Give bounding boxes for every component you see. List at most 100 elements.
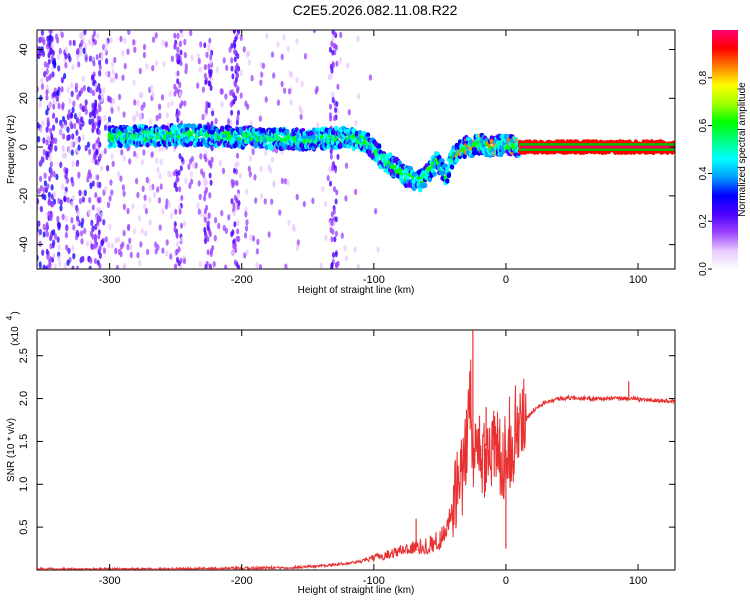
noise-band-cell — [98, 64, 102, 71]
noise-cell — [187, 163, 191, 170]
noise-band-cell — [336, 83, 340, 90]
noise-cell — [61, 145, 65, 153]
noise-band-cell — [232, 30, 236, 34]
x-tick-label: -100 — [363, 274, 385, 286]
noise-band-cell — [231, 250, 235, 257]
noise-cell — [311, 197, 315, 204]
noise-cell — [64, 215, 68, 223]
noise-cell — [91, 89, 95, 97]
noise-band-cell — [231, 182, 235, 189]
noise-band-cell — [91, 226, 95, 233]
noise-cell — [123, 62, 127, 70]
noise-cell — [326, 174, 330, 182]
noise-cell — [43, 61, 48, 68]
noise-cell — [51, 71, 55, 78]
noise-cell — [40, 77, 44, 85]
noise-band-cell — [204, 179, 208, 186]
noise-band-cell — [175, 232, 179, 239]
noise-cell — [65, 225, 69, 232]
noise-cell — [302, 200, 306, 208]
noise-band-cell — [173, 226, 177, 233]
noise-cell — [121, 74, 125, 81]
noise-cell — [91, 55, 95, 62]
noise-cell — [119, 35, 123, 43]
noise-band-cell — [180, 236, 184, 243]
noise-band-cell — [45, 150, 49, 157]
noise-cell — [114, 237, 118, 244]
noise-cell — [338, 57, 342, 64]
noise-band-cell — [177, 58, 181, 65]
ridge-cell — [291, 145, 296, 151]
ridge-cell — [272, 127, 277, 133]
noise-band-cell — [48, 30, 52, 34]
noise-cell — [59, 199, 63, 206]
noise-cell — [49, 161, 53, 168]
noise-cell — [110, 189, 114, 196]
noise-cell — [283, 87, 287, 94]
noise-band-cell — [94, 39, 97, 46]
noise-cell — [77, 111, 81, 119]
noise-cell — [248, 155, 253, 162]
noise-cell — [81, 217, 85, 225]
noise-band-cell — [91, 180, 95, 187]
noise-cell — [276, 99, 280, 106]
noise-band-cell — [180, 222, 183, 229]
noise-band-cell — [51, 242, 55, 249]
noise-cell — [40, 30, 44, 36]
noise-cell — [60, 122, 64, 129]
noise-cell — [167, 201, 172, 208]
noise-cell — [75, 137, 79, 144]
noise-cell — [83, 189, 87, 197]
noise-cell — [133, 228, 137, 235]
noise-band-cell — [328, 46, 332, 53]
noise-band-cell — [329, 153, 333, 160]
noise-cell — [183, 100, 187, 107]
noise-band-cell — [46, 231, 49, 238]
noise-cell — [201, 86, 205, 93]
ridge-cell — [399, 174, 404, 181]
noise-cell — [148, 118, 152, 126]
noise-cell — [77, 61, 81, 68]
noise-band-cell — [234, 36, 238, 43]
noise-band-cell — [92, 60, 96, 67]
ridge-cell — [164, 125, 169, 131]
noise-cell — [158, 224, 162, 231]
noise-cell — [56, 215, 60, 223]
noise-cell — [82, 47, 86, 54]
noise-cell — [239, 92, 243, 99]
noise-cell — [227, 214, 231, 221]
noise-cell — [78, 189, 82, 196]
noise-band-cell — [234, 76, 238, 83]
noise-band-cell — [176, 70, 180, 77]
noise-cell — [292, 225, 296, 233]
noise-cell — [280, 177, 284, 185]
colorbar-tick-label: 0.2 — [698, 214, 709, 228]
noise-cell — [71, 160, 75, 168]
noise-band-cell — [334, 198, 338, 205]
noise-band-cell — [330, 262, 334, 269]
noise-band-cell — [46, 183, 50, 190]
noise-cell — [42, 231, 46, 238]
noise-cell — [61, 213, 65, 221]
noise-cell — [88, 55, 93, 62]
noise-cell — [100, 51, 104, 58]
noise-cell — [77, 144, 81, 151]
noise-cell — [80, 116, 84, 123]
noise-band-cell — [46, 35, 50, 42]
noise-band-cell — [98, 245, 102, 252]
noise-cell — [81, 134, 85, 141]
noise-cell — [242, 46, 246, 53]
noise-band-cell — [51, 201, 55, 208]
noise-cell — [245, 219, 249, 226]
noise-cell — [295, 193, 299, 201]
noise-cell — [83, 104, 88, 111]
noise-cell — [165, 250, 169, 257]
noise-band-cell — [331, 49, 335, 56]
noise-band-cell — [233, 56, 237, 63]
noise-band-cell — [93, 233, 97, 240]
noise-cell — [324, 200, 328, 208]
noise-cell — [55, 173, 59, 181]
noise-cell — [244, 225, 249, 232]
noise-cell — [245, 188, 249, 195]
noise-band-cell — [176, 116, 180, 123]
